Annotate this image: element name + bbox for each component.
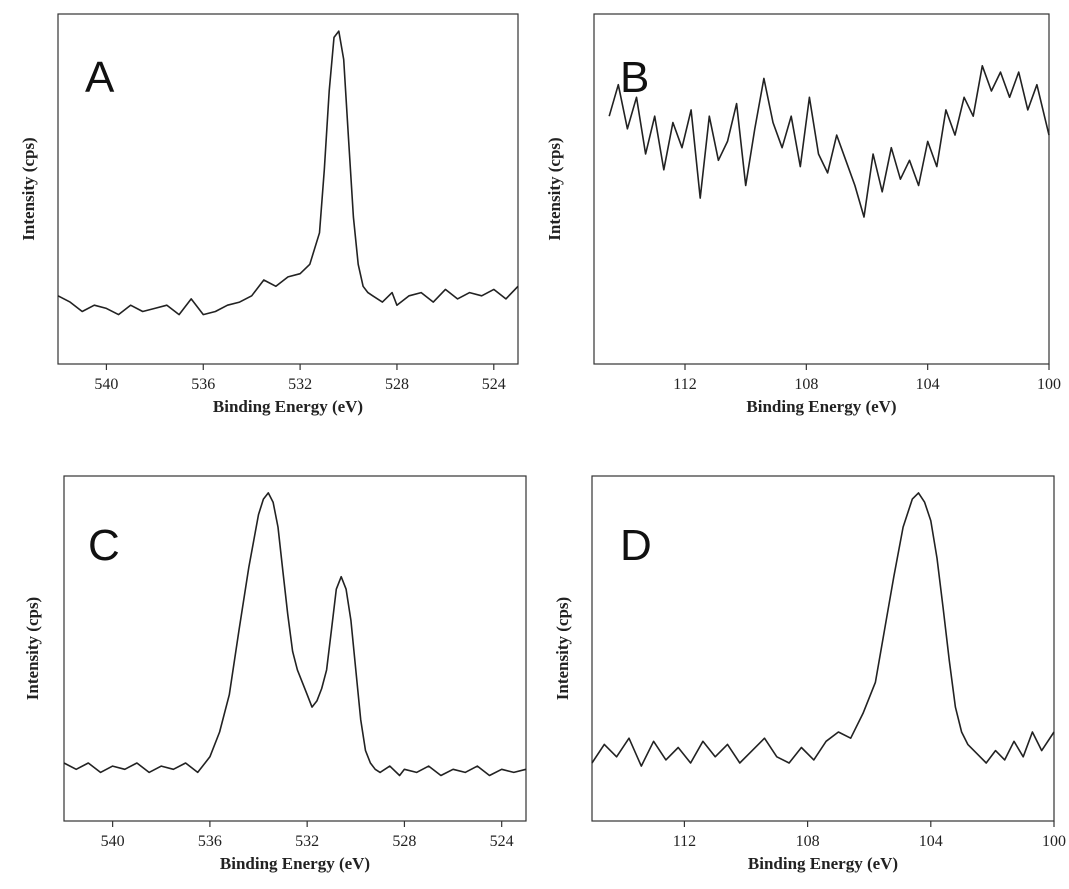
panel-c-xtick-label: 536 bbox=[198, 833, 222, 850]
panel-c-spectrum-line bbox=[63, 492, 527, 777]
panel-d-y-axis-label: Intensity (cps) bbox=[553, 597, 572, 700]
panel-d-x-axis-label: Binding Energy (eV) bbox=[748, 854, 898, 873]
panel-c-xtick-label: 540 bbox=[101, 833, 125, 850]
panel-a-frame bbox=[57, 13, 519, 365]
panel-c-frame bbox=[63, 475, 527, 822]
panel-d-xtick-label: 108 bbox=[796, 833, 820, 850]
panel-b-x-axis-label: Binding Energy (eV) bbox=[746, 397, 896, 416]
panel-d-spectrum-line bbox=[591, 492, 1055, 767]
panel-a-xtick-label: 532 bbox=[288, 376, 312, 393]
panel-a-spectrum-line bbox=[57, 30, 519, 316]
panel-a-xtick-label: 540 bbox=[94, 376, 118, 393]
panel-b-spectrum-line bbox=[608, 65, 1050, 218]
panel-c-xtick-label: 524 bbox=[490, 833, 514, 850]
panel-a-y-axis-label: Intensity (cps) bbox=[19, 137, 38, 240]
panel-c-letter: C bbox=[88, 521, 120, 570]
panel-a-xtick-label: 536 bbox=[191, 376, 215, 393]
panel-c-xtick-label: 528 bbox=[392, 833, 416, 850]
panel-a-xtick-label: 528 bbox=[385, 376, 409, 393]
panel-b-letter: B bbox=[620, 53, 649, 102]
panel-d-xtick-label: 104 bbox=[919, 833, 943, 850]
panel-c-y-axis-label: Intensity (cps) bbox=[23, 597, 42, 700]
panel-c-xtick-label: 532 bbox=[295, 833, 319, 850]
panel-b-frame bbox=[593, 13, 1050, 365]
panel-d-frame bbox=[591, 475, 1055, 822]
panel-b-xtick-label: 108 bbox=[794, 376, 818, 393]
panel-a-letter: A bbox=[85, 53, 115, 102]
panel-d-xtick-label: 100 bbox=[1042, 833, 1066, 850]
panel-c-x-axis-label: Binding Energy (eV) bbox=[220, 854, 370, 873]
panel-b-xtick-label: 100 bbox=[1037, 376, 1061, 393]
panel-b-y-axis-label: Intensity (cps) bbox=[545, 137, 564, 240]
panel-d-xtick-label: 112 bbox=[673, 833, 696, 850]
panel-b-xtick-label: 112 bbox=[673, 376, 696, 393]
panel-b-xtick-label: 104 bbox=[916, 376, 940, 393]
panel-d-letter: D bbox=[620, 521, 652, 570]
panel-a-xtick-label: 524 bbox=[482, 376, 506, 393]
panel-a-x-axis-label: Binding Energy (eV) bbox=[213, 397, 363, 416]
